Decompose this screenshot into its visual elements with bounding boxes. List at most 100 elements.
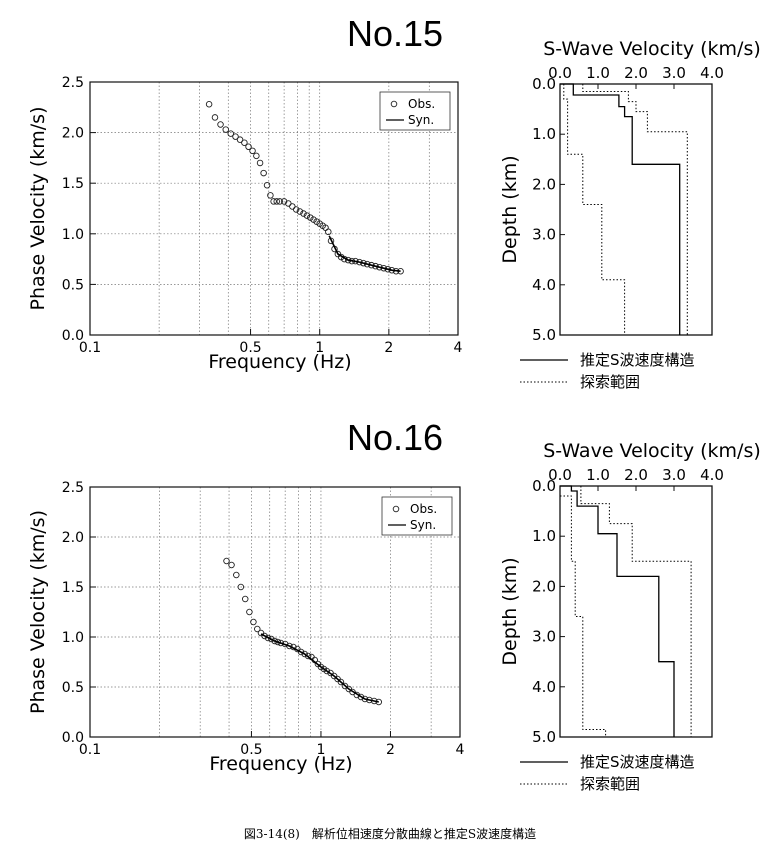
y-axis-label: Depth (km) — [499, 155, 521, 263]
y-tick-label: 1.0 — [532, 125, 556, 143]
obs-point — [222, 126, 230, 133]
y-tick-label: 3.0 — [532, 628, 556, 646]
y-tick-label: 0.5 — [62, 680, 84, 696]
x-tick-label: 4 — [456, 742, 465, 758]
obs-point — [303, 212, 311, 219]
obs-point — [249, 147, 256, 155]
y-axis-label: Phase Velocity (km/s) — [27, 107, 49, 311]
plot-frame — [559, 485, 713, 738]
syn-line — [328, 235, 401, 272]
obs-point — [263, 181, 271, 189]
obs-point — [241, 595, 249, 603]
obs-point — [237, 583, 245, 591]
x-axis-label: Frequency (Hz) — [208, 351, 351, 373]
legend-obs-marker — [390, 100, 398, 108]
dispersion-chart-0: No.15 0.1 0.5 1 2 4 0.0 0.5 1.0 1.5 2.0 2.5 Frequenc… — [27, 13, 463, 373]
obs-point — [227, 130, 235, 137]
legend-dotted-label: 探索範囲 — [580, 373, 640, 391]
y-tick-label: 4.0 — [532, 678, 556, 696]
dispersion-chart-2: No.16 0.1 0.5 1 2 4 0.0 0.5 1.0 1.5 2.0 2.5 Frequenc… — [27, 417, 465, 775]
legend-syn-label: Syn. — [410, 518, 436, 532]
y-tick-label: 0.0 — [62, 328, 84, 344]
obs-point — [280, 198, 288, 205]
x-tick-label: 0.5 — [240, 742, 262, 758]
obs-point — [292, 206, 300, 213]
obs-point — [297, 648, 305, 656]
legend-obs-marker — [392, 505, 400, 513]
y-tick-label: 2.0 — [532, 577, 556, 595]
legend-dotted-label: 探索範囲 — [580, 775, 640, 793]
obs-point — [276, 198, 284, 205]
x-tick-label: 1 — [315, 340, 324, 356]
estimated-vs-line — [560, 485, 675, 737]
obs-point — [236, 136, 244, 143]
obs-point — [296, 208, 304, 215]
y-tick-label: 0.0 — [532, 75, 556, 93]
obs-point — [241, 139, 248, 146]
obs-point — [267, 192, 274, 199]
obs-point — [357, 693, 365, 701]
x-tick-label: 3.0 — [662, 64, 686, 82]
obs-point — [349, 688, 356, 696]
obs-point — [286, 642, 293, 650]
obs-point — [271, 637, 278, 645]
plot-frame — [89, 486, 461, 738]
x-tick-label: 4.0 — [700, 64, 724, 82]
search-range-line — [563, 84, 626, 335]
y-tick-label: 4.0 — [532, 276, 556, 294]
y-tick-label: 0.0 — [532, 477, 556, 495]
obs-point — [270, 198, 277, 205]
y-tick-label: 1.0 — [62, 630, 84, 646]
legend-solid-label: 推定S波速度構造 — [580, 351, 695, 369]
obs-point — [277, 639, 285, 647]
obs-point — [246, 608, 253, 616]
obs-point — [254, 625, 261, 633]
x-tick-label: 0.1 — [79, 340, 101, 356]
vs-axis-title: S-Wave Velocity (km/s) — [543, 38, 761, 60]
x-tick-label: 2.0 — [624, 466, 648, 484]
obs-point — [223, 557, 230, 565]
y-tick-label: 2.0 — [532, 175, 556, 193]
obs-point — [274, 638, 281, 646]
plot-frame — [89, 81, 459, 336]
x-tick-label: 3.0 — [662, 466, 686, 484]
x-tick-label: 0.0 — [548, 64, 572, 82]
vs-profile-chart-1: S-Wave Velocity (km/s) 0.0 1.0 2.0 3.0 4.0 0.0… — [499, 38, 761, 391]
y-tick-label: 1.5 — [62, 176, 84, 192]
obs-point — [273, 198, 280, 205]
y-tick-label: 3.0 — [532, 226, 556, 244]
x-tick-label: 1.0 — [586, 466, 610, 484]
x-tick-label: 2 — [384, 340, 393, 356]
search-range-line — [580, 486, 692, 737]
obs-point — [300, 210, 307, 217]
y-tick-label: 2.5 — [62, 480, 84, 496]
figure-caption: 図3-14(8) 解析位相速度分散曲線と推定S波速度構造 — [244, 826, 536, 841]
y-tick-label: 1.0 — [532, 527, 556, 545]
obs-point — [245, 143, 252, 151]
y-tick-label: 1.0 — [62, 227, 84, 243]
obs-point — [253, 152, 260, 160]
x-tick-label: 0.1 — [79, 742, 101, 758]
vs-profile-chart-3: S-Wave Velocity (km/s) 0.0 1.0 2.0 3.0 4.0 0.0… — [499, 440, 761, 793]
y-tick-label: 5.0 — [532, 326, 556, 344]
x-tick-label: 4 — [454, 340, 463, 356]
legend-obs-label: Obs. — [408, 97, 435, 111]
plot-frame — [559, 83, 713, 336]
obs-point — [256, 159, 264, 167]
chart-title: No.16 — [347, 417, 443, 458]
x-axis-label: Frequency (Hz) — [209, 753, 352, 775]
obs-point — [232, 133, 239, 140]
obs-point — [205, 101, 213, 108]
y-tick-label: 0.0 — [62, 730, 84, 746]
x-tick-label: 4.0 — [700, 466, 724, 484]
x-tick-label: 2.0 — [624, 64, 648, 82]
obs-point — [228, 561, 235, 569]
x-tick-label: 0.0 — [548, 466, 572, 484]
obs-point — [211, 114, 219, 121]
obs-point — [301, 650, 308, 658]
obs-point — [323, 667, 331, 675]
obs-point — [285, 200, 292, 207]
obs-point — [268, 635, 275, 643]
legend-box — [379, 91, 451, 131]
